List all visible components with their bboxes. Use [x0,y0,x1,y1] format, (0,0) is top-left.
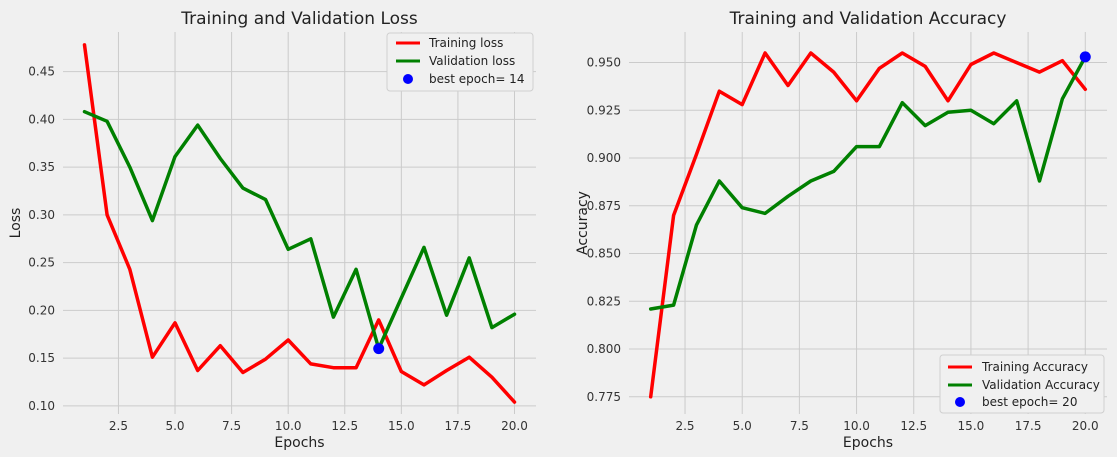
legend-label-validation-accuracy: Validation Accuracy [982,378,1100,392]
accuracy-x-tick-label: 17.5 [1015,419,1042,433]
loss-series-line-training [82,43,517,404]
loss-series-line-validation [82,109,517,351]
loss-y-tick-label: 0.10 [28,399,55,413]
accuracy-grid [629,32,1107,414]
accuracy-series-line-validation [648,55,1088,311]
accuracy-ticks: 2.5 5.0 7.5 10.0 12.5 15.0 17.5 20.0 0.775 0.800 0… [587,56,1099,433]
loss-x-tick-label: 2.5 [109,419,128,433]
loss-x-tick-label: 15.0 [388,419,415,433]
accuracy-series-line-training [648,51,1088,399]
accuracy-lines [648,51,1091,399]
legend-label-best-epoch-loss: best epoch= 14 [429,72,524,86]
accuracy-subplot: 2.5 5.0 7.5 10.0 12.5 15.0 17.5 20.0 0.775 0.800 0… [575,9,1108,451]
loss-y-tick-label: 0.30 [28,208,55,222]
accuracy-y-tick-label: 0.900 [587,151,621,165]
loss-ticks: 2.5 5.0 7.5 10.0 12.5 15.0 17.5 20.0 0.10 0.15 0.2… [28,65,528,433]
loss-title: Training and Validation Loss [180,9,418,29]
accuracy-legend-box [939,354,1105,414]
accuracy-y-axis-label: Accuracy [575,191,591,255]
accuracy-y-tick-label: 0.775 [587,390,621,404]
accuracy-x-tick-label: 12.5 [900,419,927,433]
loss-best-epoch-point [373,343,385,355]
accuracy-y-tick-label: 0.925 [587,103,621,117]
accuracy-x-tick-label: 10.0 [843,419,870,433]
legend-label-training-accuracy: Training Accuracy [981,360,1088,374]
loss-legend-box [386,32,534,92]
loss-y-tick-label: 0.35 [28,160,55,174]
loss-x-tick-label: 12.5 [331,419,358,433]
legend-label-best-epoch-accuracy: best epoch= 20 [982,395,1077,409]
loss-y-tick-label: 0.20 [28,303,55,317]
loss-y-tick-label: 0.15 [28,351,55,365]
loss-x-tick-label: 5.0 [165,419,184,433]
loss-y-tick-label: 0.45 [28,65,55,79]
loss-x-tick-label: 10.0 [275,419,302,433]
loss-y-axis-label: Loss [8,208,24,239]
accuracy-y-tick-label: 0.825 [587,294,621,308]
accuracy-y-tick-label: 0.875 [587,199,621,213]
legend-label-validation-loss: Validation loss [429,54,515,68]
loss-lines [82,43,517,404]
loss-x-tick-label: 7.5 [222,419,241,433]
accuracy-legend: Training Accuracy Validation Accuracy be… [939,354,1105,414]
accuracy-y-tick-label: 0.800 [587,342,621,356]
legend-marker-best-epoch-loss [403,74,413,84]
accuracy-title: Training and Validation Accuracy [729,9,1007,29]
accuracy-x-tick-label: 2.5 [675,419,694,433]
legend-marker-best-epoch-accuracy [955,397,965,407]
accuracy-x-tick-label: 15.0 [958,419,985,433]
accuracy-x-tick-label: 5.0 [733,419,752,433]
loss-subplot: 2.5 5.0 7.5 10.0 12.5 15.0 17.5 20.0 0.10 0.15 0.2… [8,9,537,451]
loss-grid [63,32,536,414]
accuracy-x-tick-label: 20.0 [1072,419,1099,433]
loss-x-tick-label: 17.5 [445,419,472,433]
accuracy-plot-area [628,31,1108,415]
loss-y-tick-label: 0.40 [28,112,55,126]
loss-x-tick-label: 20.0 [501,419,528,433]
accuracy-best-epoch-point [1079,51,1091,63]
accuracy-y-tick-label: 0.850 [587,247,621,261]
loss-x-axis-label: Epochs [274,435,324,451]
loss-y-tick-label: 0.25 [28,256,55,270]
legend-label-training-loss: Training loss [428,36,503,50]
accuracy-y-tick-label: 0.950 [587,56,621,70]
loss-legend: Training loss Validation loss best epoch… [386,32,534,92]
accuracy-x-axis-label: Epochs [843,435,893,451]
accuracy-x-tick-label: 7.5 [790,419,809,433]
